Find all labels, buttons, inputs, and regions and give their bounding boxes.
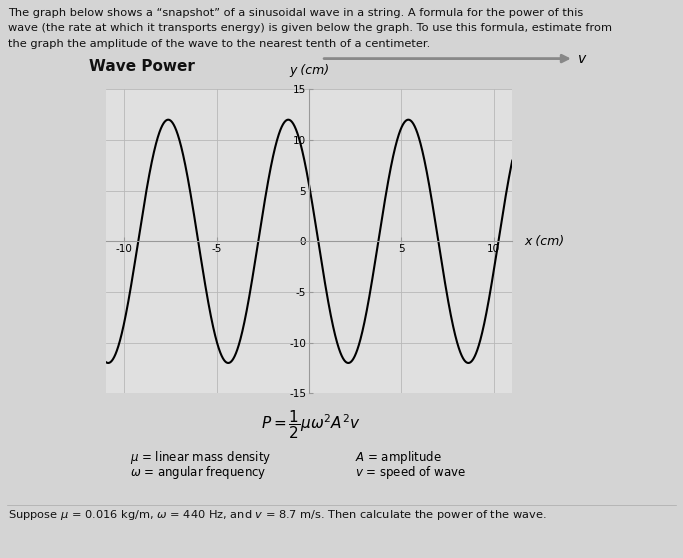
Text: y (cm): y (cm) [289,64,329,77]
Text: The graph below shows a “snapshot” of a sinusoidal wave in a string. A formula f: The graph below shows a “snapshot” of a … [8,8,583,18]
Text: wave (the rate at which it transports energy) is given below the graph. To use t: wave (the rate at which it transports en… [8,23,612,33]
Text: $\omega$ = angular frequency: $\omega$ = angular frequency [130,464,266,481]
Text: Suppose $\mu$ = 0.016 kg/m, $\omega$ = 440 Hz, and $v$ = 8.7 m/s. Then calculate: Suppose $\mu$ = 0.016 kg/m, $\omega$ = 4… [8,508,547,522]
Text: $v$: $v$ [577,51,587,66]
Text: $P = \dfrac{1}{2}\mu\omega^2 A^2 v$: $P = \dfrac{1}{2}\mu\omega^2 A^2 v$ [261,408,361,441]
Text: $v$ = speed of wave: $v$ = speed of wave [355,464,466,481]
Text: the graph the amplitude of the wave to the nearest tenth of a centimeter.: the graph the amplitude of the wave to t… [8,39,430,49]
Text: $\mu$ = linear mass density: $\mu$ = linear mass density [130,449,271,466]
Text: $A$ = amplitude: $A$ = amplitude [355,449,442,466]
Text: Wave Power: Wave Power [89,59,195,74]
Text: x (cm): x (cm) [525,235,565,248]
